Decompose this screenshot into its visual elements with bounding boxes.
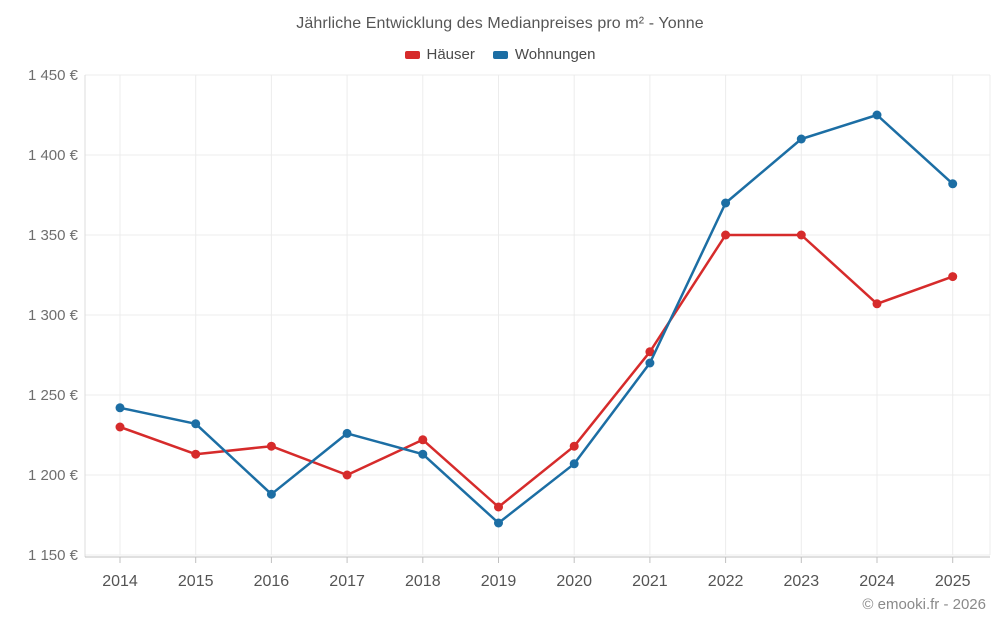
x-tick-label: 2018 xyxy=(405,573,441,590)
data-point-h-user xyxy=(266,441,276,451)
data-point-wohnungen xyxy=(342,428,352,438)
data-point-h-user xyxy=(494,502,503,512)
data-point-wohnungen xyxy=(796,134,806,144)
x-tick-label: 2020 xyxy=(556,573,592,590)
data-point-wohnungen xyxy=(191,419,201,429)
y-tick-label: 1 450 € xyxy=(28,67,79,84)
data-point-wohnungen xyxy=(645,358,655,368)
series-line-wohnungen xyxy=(118,113,954,525)
data-point-h-user xyxy=(796,230,806,240)
legend-item-wohnungen[interactable]: Wohnungen xyxy=(492,46,596,63)
data-point-wohnungen xyxy=(872,110,882,120)
x-tick-label: 2019 xyxy=(481,573,517,590)
y-tick-label: 1 300 € xyxy=(28,307,79,324)
data-point-wohnungen xyxy=(948,179,958,189)
chart-legend: Häuser Wohnungen xyxy=(0,46,1000,63)
x-tick-label: 2014 xyxy=(102,573,138,590)
x-tick-label: 2015 xyxy=(178,573,214,590)
data-point-h-user xyxy=(721,230,731,240)
y-tick-label: 1 350 € xyxy=(28,227,79,244)
legend-swatch-wohnungen xyxy=(492,50,508,59)
data-point-wohnungen xyxy=(266,489,276,499)
data-point-h-user xyxy=(342,470,352,480)
data-point-wohnungen xyxy=(569,459,579,469)
data-point-wohnungen xyxy=(418,449,428,459)
data-point-wohnungen xyxy=(494,518,503,528)
x-tick-label: 2024 xyxy=(859,573,895,590)
data-point-h-user xyxy=(569,441,579,451)
copyright-text: © emooki.fr - 2026 xyxy=(862,596,986,613)
y-tick-label: 1 250 € xyxy=(28,387,79,404)
x-tick-label: 2017 xyxy=(329,573,365,590)
data-point-h-user xyxy=(418,435,428,445)
x-tick-label: 2025 xyxy=(935,573,971,590)
legend-swatch-hauser xyxy=(404,50,420,59)
chart-title: Jährliche Entwicklung des Medianpreises … xyxy=(296,15,704,32)
legend-item-hauser[interactable]: Häuser xyxy=(404,46,475,63)
y-tick-label: 1 150 € xyxy=(28,547,79,564)
data-point-h-user xyxy=(645,347,655,357)
data-point-h-user xyxy=(948,272,958,282)
x-tick-label: 2023 xyxy=(784,573,820,590)
y-tick-label: 1 200 € xyxy=(28,467,79,484)
x-tick-label: 2016 xyxy=(254,573,290,590)
legend-label-wohnungen: Wohnungen xyxy=(514,46,596,63)
data-point-h-user xyxy=(115,422,125,432)
y-tick-label: 1 400 € xyxy=(28,147,79,164)
legend-label-hauser: Häuser xyxy=(426,46,475,63)
data-point-h-user xyxy=(872,299,882,309)
data-point-wohnungen xyxy=(721,198,731,208)
data-point-h-user xyxy=(191,449,201,459)
series-line-h-user xyxy=(118,233,954,509)
data-point-wohnungen xyxy=(115,403,125,413)
x-tick-label: 2022 xyxy=(708,573,744,590)
x-tick-label: 2021 xyxy=(632,573,668,590)
